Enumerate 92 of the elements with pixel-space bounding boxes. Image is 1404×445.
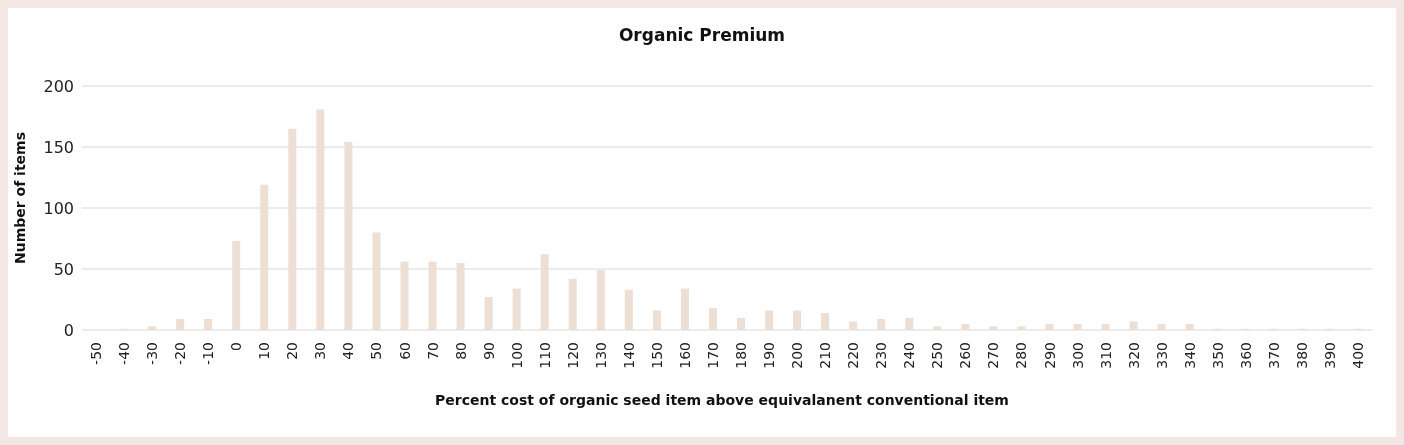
bar — [989, 326, 998, 330]
bar — [624, 289, 633, 330]
bar — [148, 326, 157, 330]
x-tick-label: 400 — [1349, 342, 1366, 369]
x-tick-label: 270 — [985, 342, 1002, 369]
x-tick-label: 300 — [1069, 342, 1086, 369]
x-tick-label: 340 — [1181, 342, 1198, 369]
bar — [765, 310, 774, 330]
bar — [1129, 321, 1138, 330]
x-tick-label: 10 — [256, 342, 273, 360]
bar — [372, 232, 381, 330]
bar — [176, 319, 185, 330]
x-tick-label: 370 — [1265, 342, 1282, 369]
x-tick-label: 60 — [396, 342, 413, 360]
y-tick-label: 0 — [63, 320, 74, 340]
y-tick-label: 200 — [43, 76, 74, 96]
x-tick-label: 380 — [1293, 342, 1310, 369]
x-tick-label: 100 — [508, 342, 525, 369]
x-tick-label: 160 — [676, 342, 693, 369]
bar — [877, 319, 886, 330]
x-tick-label: 240 — [901, 342, 918, 369]
bar — [568, 278, 577, 330]
x-tick-label: 40 — [340, 342, 357, 360]
bar — [316, 109, 325, 330]
bar — [905, 317, 914, 330]
x-tick-label: 230 — [873, 342, 890, 369]
x-tick-label: 0 — [228, 342, 245, 351]
bar — [288, 128, 297, 330]
bar — [793, 310, 802, 330]
x-tick-label: -40 — [116, 342, 133, 365]
bar — [1045, 323, 1054, 330]
chart-title: Organic Premium — [617, 25, 787, 45]
bar — [232, 240, 241, 330]
x-tick-label: 310 — [1097, 342, 1114, 369]
x-tick-label: 150 — [648, 342, 665, 369]
bar — [204, 319, 213, 330]
x-tick-label: -20 — [172, 342, 189, 365]
bar — [260, 184, 269, 330]
bar — [1017, 326, 1026, 330]
bar — [484, 297, 493, 330]
x-tick-label: 90 — [480, 342, 497, 360]
x-tick-label: 190 — [761, 342, 778, 369]
x-tick-label: 350 — [1209, 342, 1226, 369]
y-tick-label: 50 — [53, 259, 74, 279]
x-tick-label: 360 — [1237, 342, 1254, 369]
bar — [428, 261, 437, 330]
x-tick-label: 180 — [733, 342, 750, 369]
x-tick-label: 30 — [312, 342, 329, 360]
x-tick-label: -10 — [200, 342, 217, 365]
y-tick-label: 150 — [43, 137, 74, 157]
x-tick-label: 260 — [957, 342, 974, 369]
bar — [540, 254, 549, 330]
x-tick-label: 110 — [536, 342, 553, 369]
x-tick-label: 20 — [284, 342, 301, 360]
bar — [512, 288, 521, 330]
x-tick-label: 70 — [424, 342, 441, 360]
bar — [680, 288, 689, 330]
x-tick-label: 280 — [1013, 342, 1030, 369]
bar — [400, 261, 409, 330]
x-tick-label: 290 — [1041, 342, 1058, 369]
bar — [737, 317, 745, 330]
x-tick-label: -30 — [144, 342, 161, 365]
x-axis-title: Percent cost of organic seed item above equivalanent conventional item — [434, 392, 1010, 408]
bar — [652, 310, 661, 330]
x-tick-label: 80 — [452, 342, 469, 360]
bar — [1101, 323, 1110, 330]
bar — [1185, 323, 1194, 330]
x-tick-label: 170 — [704, 342, 721, 369]
x-tick-label: 320 — [1125, 342, 1142, 369]
bar — [849, 321, 858, 330]
bar — [596, 270, 605, 330]
x-tick-label: 120 — [564, 342, 581, 369]
x-tick-label: 390 — [1321, 342, 1338, 369]
bar — [933, 326, 942, 330]
bar — [456, 262, 465, 330]
x-tick-label: 50 — [368, 342, 385, 360]
x-tick-label: 130 — [592, 342, 609, 369]
x-tick-label: 140 — [620, 342, 637, 369]
y-axis-title: Number of items — [12, 131, 28, 265]
y-tick-label: 100 — [43, 198, 74, 218]
x-tick-label: 200 — [789, 342, 806, 369]
x-tick-label: 220 — [845, 342, 862, 369]
bar — [1157, 323, 1166, 330]
bar — [821, 312, 830, 330]
x-tick-label: -50 — [88, 342, 105, 365]
bar — [961, 323, 970, 330]
x-tick-label: 210 — [817, 342, 834, 369]
bar — [1073, 323, 1082, 330]
x-tick-label: 250 — [929, 342, 946, 369]
bar — [708, 308, 717, 330]
bar — [344, 142, 353, 330]
x-tick-label: 330 — [1153, 342, 1170, 369]
